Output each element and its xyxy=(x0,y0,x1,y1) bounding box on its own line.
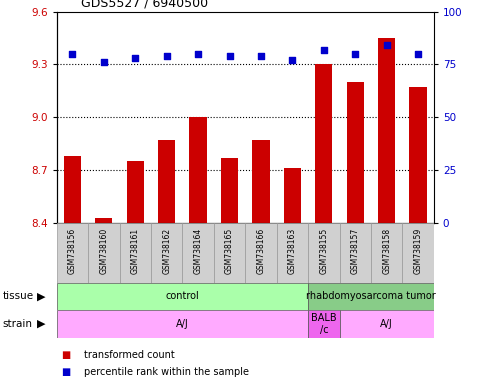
Text: GSM738157: GSM738157 xyxy=(351,228,360,274)
Point xyxy=(131,55,139,61)
Text: GSM738160: GSM738160 xyxy=(99,228,108,274)
Bar xyxy=(371,223,402,283)
Text: GSM738162: GSM738162 xyxy=(162,228,171,274)
Text: control: control xyxy=(166,291,199,301)
Bar xyxy=(308,283,434,310)
Bar xyxy=(158,140,176,223)
Bar xyxy=(221,158,238,223)
Text: GSM738166: GSM738166 xyxy=(256,228,266,274)
Text: GSM738158: GSM738158 xyxy=(382,228,391,274)
Bar xyxy=(64,156,81,223)
Point xyxy=(414,51,422,57)
Point xyxy=(288,57,296,63)
Text: GSM738161: GSM738161 xyxy=(131,228,140,274)
Bar xyxy=(182,223,214,283)
Bar xyxy=(378,38,395,223)
Bar xyxy=(308,310,340,338)
Point xyxy=(383,42,390,48)
Point xyxy=(352,51,359,57)
Text: tissue: tissue xyxy=(2,291,34,301)
Text: rhabdomyosarcoma tumor: rhabdomyosarcoma tumor xyxy=(306,291,436,301)
Text: ▶: ▶ xyxy=(37,291,45,301)
Point xyxy=(100,59,108,65)
Text: GSM738163: GSM738163 xyxy=(288,228,297,274)
Point xyxy=(163,53,171,59)
Text: GSM738165: GSM738165 xyxy=(225,228,234,274)
Bar xyxy=(277,223,308,283)
Bar xyxy=(127,161,144,223)
Text: A/J: A/J xyxy=(176,319,189,329)
Text: BALB
/c: BALB /c xyxy=(311,313,337,335)
Bar xyxy=(57,310,308,338)
Bar xyxy=(151,223,182,283)
Point xyxy=(69,51,76,57)
Bar xyxy=(245,223,277,283)
Bar xyxy=(119,223,151,283)
Text: transformed count: transformed count xyxy=(84,350,175,360)
Text: A/J: A/J xyxy=(380,319,393,329)
Bar xyxy=(410,87,427,223)
Bar xyxy=(340,310,434,338)
Bar xyxy=(308,223,340,283)
Bar xyxy=(214,223,246,283)
Bar xyxy=(340,223,371,283)
Bar xyxy=(284,169,301,223)
Text: GSM738164: GSM738164 xyxy=(194,228,203,274)
Bar xyxy=(347,82,364,223)
Text: GSM738156: GSM738156 xyxy=(68,228,77,274)
Bar xyxy=(252,140,270,223)
Bar xyxy=(88,223,119,283)
Bar xyxy=(57,283,308,310)
Text: GDS5527 / 6940500: GDS5527 / 6940500 xyxy=(81,0,209,10)
Text: percentile rank within the sample: percentile rank within the sample xyxy=(84,367,249,377)
Point xyxy=(226,53,234,59)
Text: GSM738155: GSM738155 xyxy=(319,228,328,274)
Point xyxy=(257,53,265,59)
Text: ▶: ▶ xyxy=(37,319,45,329)
Bar xyxy=(315,65,332,223)
Bar xyxy=(57,223,88,283)
Text: strain: strain xyxy=(2,319,33,329)
Bar xyxy=(402,223,434,283)
Point xyxy=(320,46,328,53)
Point xyxy=(194,51,202,57)
Text: ■: ■ xyxy=(62,350,71,360)
Bar xyxy=(189,118,207,223)
Text: GSM738159: GSM738159 xyxy=(414,228,423,274)
Text: ■: ■ xyxy=(62,367,71,377)
Bar xyxy=(95,218,112,223)
